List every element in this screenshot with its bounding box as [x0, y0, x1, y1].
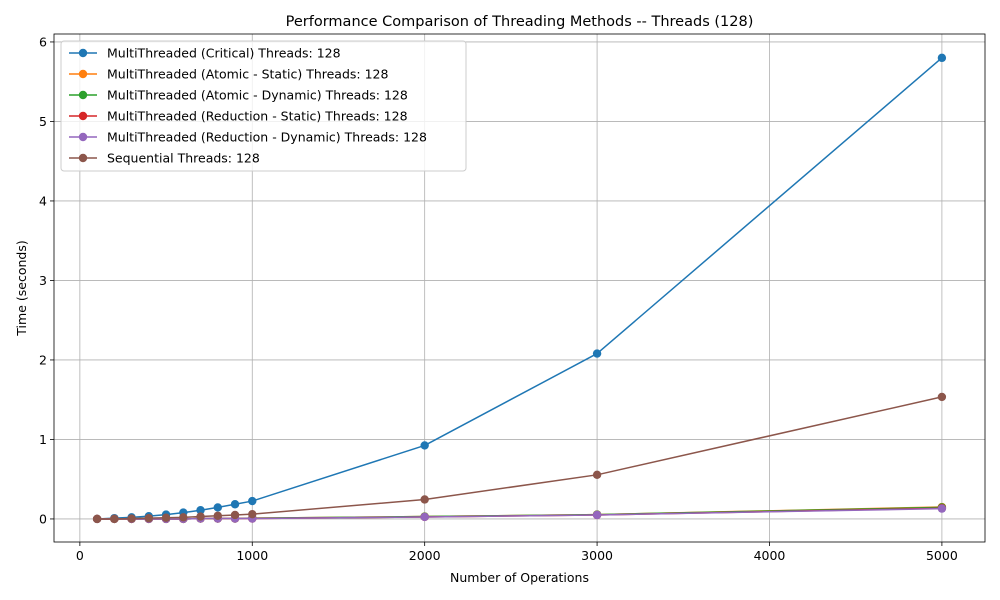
legend-item: MultiThreaded (Reduction - Static) Threa… [69, 109, 408, 124]
x-tick-label: 0 [76, 548, 84, 563]
legend-label: MultiThreaded (Critical) Threads: 128 [107, 46, 341, 61]
axis-ticks: 0 1000 2000 3000 4000 5000 0 1 2 3 4 5 6 [39, 34, 958, 563]
x-tick-label: 1000 [236, 548, 268, 563]
data-point [161, 513, 171, 522]
y-axis-label: Time (seconds) [14, 240, 29, 336]
data-point [248, 509, 257, 519]
data-point [213, 503, 222, 512]
y-tick-label: 3 [39, 273, 47, 288]
data-point [937, 53, 947, 63]
y-tick-label: 4 [39, 193, 47, 208]
legend-swatch-marker [78, 132, 88, 142]
data-point [420, 441, 429, 450]
plot-area-frame [53, 33, 986, 543]
legend: MultiThreaded (Critical) Threads: 128 Mul… [60, 40, 467, 172]
data-point [110, 514, 119, 524]
legend-item: MultiThreaded (Reduction - Dynamic) Thre… [69, 130, 427, 145]
legend-item: Sequential Threads: 128 [69, 151, 260, 166]
data-point [92, 514, 102, 524]
data-point [230, 500, 240, 509]
data-point [592, 510, 602, 520]
legend-label: MultiThreaded (Reduction - Static) Threa… [107, 109, 408, 124]
legend-swatch-marker [78, 90, 88, 100]
data-point [937, 504, 947, 513]
legend-label: Sequential Threads: 128 [107, 151, 260, 166]
legend-item: MultiThreaded (Atomic - Static) Threads:… [69, 67, 388, 82]
legend-swatch-marker [78, 153, 88, 163]
legend-item: MultiThreaded (Critical) Threads: 128 [69, 46, 341, 61]
y-tick-label: 0 [39, 511, 47, 526]
legend-item: MultiThreaded (Atomic - Dynamic) Threads… [69, 88, 408, 103]
legend-box [60, 40, 467, 172]
x-axis-label: Number of Operations [450, 570, 589, 585]
legend-label: MultiThreaded (Atomic - Dynamic) Threads… [107, 88, 408, 103]
data-point [592, 470, 602, 480]
y-tick-label: 2 [39, 352, 47, 367]
x-tick-label: 2000 [409, 548, 441, 563]
data-point [196, 506, 205, 515]
series-layer [92, 53, 947, 524]
data-point [248, 496, 257, 506]
data-point [127, 514, 136, 523]
data-point [213, 511, 222, 520]
legend-swatch-marker [78, 48, 88, 58]
x-tick-label: 3000 [581, 548, 613, 563]
series-6 [92, 392, 947, 524]
x-tick-label: 5000 [926, 548, 958, 563]
data-point [230, 510, 240, 520]
data-point [937, 392, 947, 402]
chart-title: Performance Comparison of Threading Meth… [286, 14, 754, 30]
data-point [420, 512, 429, 522]
y-tick-label: 5 [39, 114, 47, 129]
data-point [420, 495, 429, 504]
data-point [179, 513, 188, 522]
x-tick-label: 4000 [754, 548, 786, 563]
legend-swatch-marker [78, 111, 88, 121]
y-tick-label: 6 [39, 34, 47, 49]
legend-swatch-marker [78, 69, 88, 79]
data-point [144, 513, 154, 523]
legend-label: MultiThreaded (Atomic - Static) Threads:… [107, 67, 388, 82]
data-point [196, 512, 205, 521]
data-point [592, 349, 602, 358]
legend-label: MultiThreaded (Reduction - Dynamic) Thre… [107, 130, 427, 145]
y-tick-label: 1 [39, 432, 47, 447]
